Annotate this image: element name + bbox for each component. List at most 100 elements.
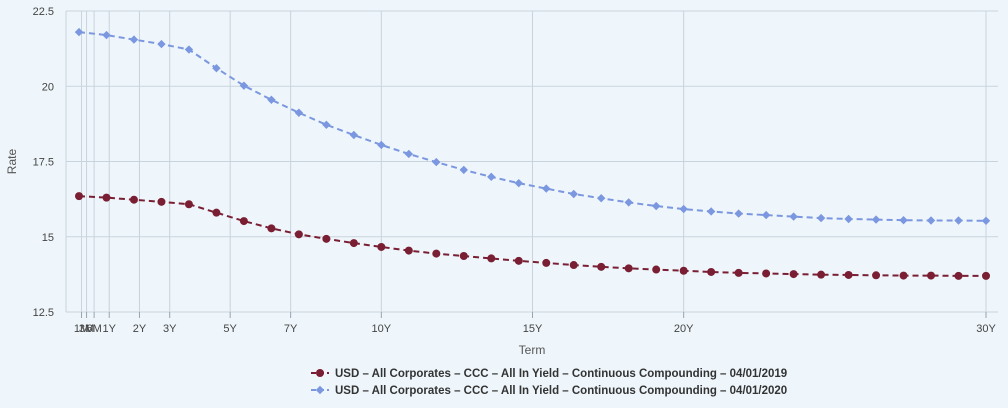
data-point <box>212 208 221 217</box>
data-point <box>761 210 771 220</box>
data-point <box>982 271 990 280</box>
data-point <box>129 195 138 204</box>
data-point <box>377 242 386 251</box>
x-tick-label: 2Y <box>133 323 147 335</box>
data-point <box>597 194 606 203</box>
y-tick-label: 20 <box>42 81 54 93</box>
data-point <box>212 63 221 73</box>
x-tick-label: 3M <box>79 323 94 335</box>
x-tick-label: 5Y <box>223 323 237 335</box>
data-point <box>569 261 578 270</box>
data-point <box>239 81 249 90</box>
data-point <box>102 193 111 202</box>
y-tick-label: 17.5 <box>33 157 54 169</box>
x-axis-title: Term <box>519 343 546 357</box>
data-point <box>377 140 386 150</box>
data-point <box>432 249 441 258</box>
data-point <box>816 213 826 223</box>
data-point <box>542 258 551 267</box>
x-tick-label: 1M <box>74 323 89 335</box>
data-point <box>927 271 936 280</box>
data-point <box>817 270 826 279</box>
data-point <box>981 216 991 225</box>
data-point <box>789 270 798 279</box>
legend: USD – All Corporates – CCC – All In Yiel… <box>311 368 787 397</box>
data-point <box>322 120 331 129</box>
data-point <box>157 197 166 206</box>
data-point <box>459 252 468 261</box>
legend-marker <box>316 369 324 377</box>
data-point <box>789 212 798 221</box>
data-point <box>679 266 688 275</box>
series-2 <box>74 27 991 225</box>
x-tick-label: 30Y <box>976 323 996 335</box>
data-point <box>514 178 523 188</box>
data-point <box>872 271 881 280</box>
y-tick-label: 15 <box>42 232 54 244</box>
data-point <box>899 271 908 280</box>
x-tick-label: 20Y <box>674 323 694 335</box>
data-point <box>349 239 358 248</box>
series-line <box>78 31 987 222</box>
legend-label: USD – All Corporates – CCC – All In Yiel… <box>335 385 787 397</box>
series-line <box>78 195 986 277</box>
legend-marker <box>315 385 325 395</box>
data-point <box>734 209 743 218</box>
x-tick-label: 3Y <box>163 323 177 335</box>
data-point <box>404 246 413 255</box>
data-point <box>871 215 881 224</box>
data-point <box>954 216 963 225</box>
plot-area <box>74 27 991 280</box>
data-point <box>844 270 853 279</box>
x-tick-label: 15Y <box>523 323 543 335</box>
data-point <box>762 269 771 278</box>
series-1 <box>75 192 990 280</box>
legend-label: USD – All Corporates – CCC – All In Yiel… <box>335 368 787 380</box>
data-point <box>239 217 248 226</box>
data-point <box>129 35 139 44</box>
data-point <box>679 204 688 214</box>
data-point <box>487 254 496 263</box>
data-point <box>734 268 743 277</box>
data-point <box>899 215 908 225</box>
data-point <box>926 216 936 225</box>
data-point <box>102 30 111 40</box>
grid <box>66 10 998 313</box>
data-point <box>294 230 303 239</box>
data-point <box>184 200 193 209</box>
data-point <box>844 214 853 224</box>
data-point <box>514 256 523 265</box>
data-point <box>706 207 716 216</box>
data-point <box>75 192 83 201</box>
data-point <box>597 262 606 271</box>
data-point <box>267 224 276 233</box>
data-point <box>707 267 716 276</box>
data-point <box>267 95 276 104</box>
y-tick-label: 12.5 <box>33 307 54 319</box>
data-point <box>624 198 633 207</box>
x-tick-label: 6M <box>86 323 101 335</box>
y-axis-title: Rate <box>5 149 19 175</box>
data-point <box>542 184 551 193</box>
x-tick-label: 7Y <box>284 323 298 335</box>
data-point <box>349 130 359 140</box>
data-point <box>652 265 661 274</box>
y-tick-label: 22.5 <box>33 6 54 18</box>
data-point <box>624 264 633 273</box>
data-point <box>404 149 414 159</box>
legend-item-1[interactable]: USD – All Corporates – CCC – All In Yiel… <box>311 368 787 380</box>
data-point <box>651 201 661 211</box>
data-point <box>322 234 331 243</box>
data-point <box>569 189 578 199</box>
data-point <box>954 271 963 280</box>
x-tick-label: 10Y <box>372 323 392 335</box>
data-point <box>432 157 441 167</box>
data-point <box>184 45 194 54</box>
legend-item-2[interactable]: USD – All Corporates – CCC – All In Yiel… <box>311 385 787 397</box>
data-point <box>74 27 84 37</box>
x-tick-label: 1Y <box>102 323 116 335</box>
data-point <box>487 172 496 182</box>
data-point <box>294 108 304 117</box>
